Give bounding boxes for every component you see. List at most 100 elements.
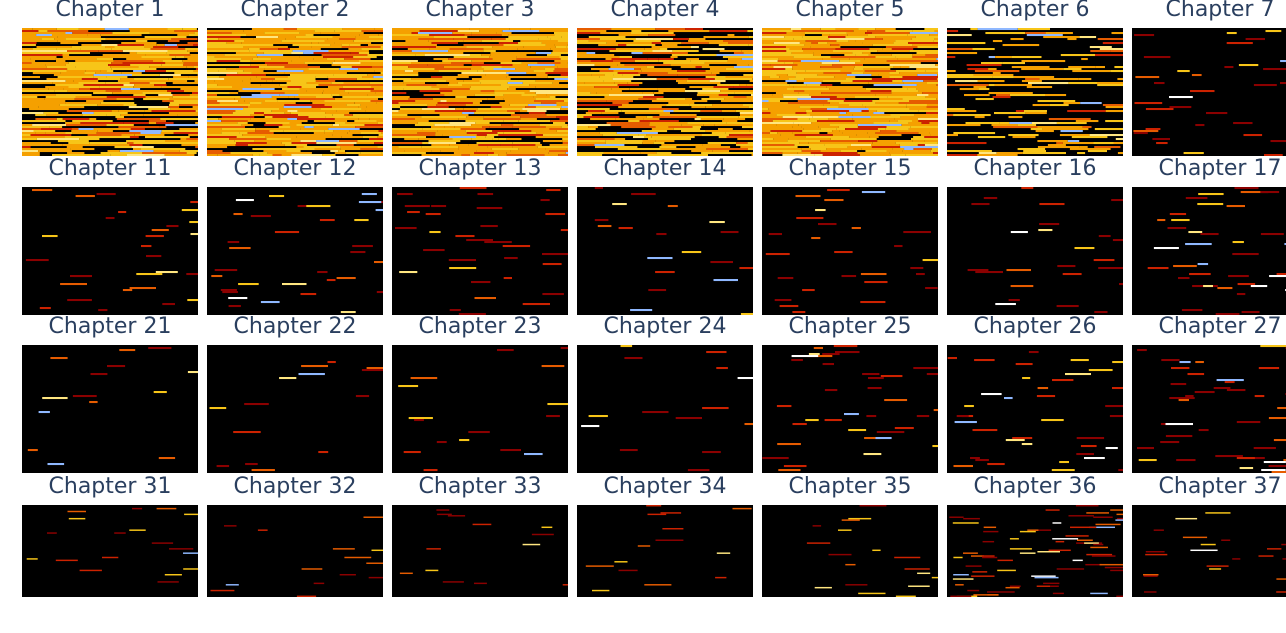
heatmap-cell <box>531 130 557 132</box>
heatmap-cell <box>166 70 194 72</box>
heatmap-cell <box>802 36 828 38</box>
heatmap-cell <box>1237 421 1261 423</box>
heatmap-cell <box>45 86 68 88</box>
heatmap-cell <box>728 60 753 62</box>
heatmap-cell <box>257 76 288 78</box>
heatmap-cell <box>22 68 67 70</box>
heatmap-cell <box>543 134 552 136</box>
heatmap-cell <box>256 98 277 100</box>
heatmap-cell <box>762 88 787 90</box>
heatmap-cell <box>157 44 165 46</box>
heatmap-cell <box>1235 187 1259 189</box>
heatmap-cell <box>784 62 794 64</box>
heatmap-cell <box>392 36 433 38</box>
heatmap-cell <box>56 60 65 62</box>
heatmap-cell <box>1166 423 1194 425</box>
heatmap-cell <box>796 217 823 219</box>
heatmap-cell <box>659 48 667 50</box>
heatmap-cell <box>537 94 547 96</box>
heatmap-cell <box>161 132 174 134</box>
heatmap-cell <box>1227 32 1237 34</box>
heatmap-cell <box>261 78 275 80</box>
heatmap-cell <box>96 58 113 60</box>
heatmap-cell <box>167 52 190 54</box>
chart-panel: Chapter 3 <box>392 0 568 156</box>
heatmap-cell <box>159 457 175 459</box>
heatmap-cell <box>207 70 219 72</box>
heatmap-cell <box>978 88 989 90</box>
heatmap-cell <box>117 118 160 120</box>
heatmap-cell <box>685 90 720 92</box>
heatmap-cell <box>1084 542 1099 543</box>
heatmap-cell <box>909 66 938 68</box>
heatmap-cell <box>165 140 198 142</box>
heatmap-cell <box>709 96 734 98</box>
heatmap-cell <box>422 108 456 110</box>
heatmap-cell <box>547 403 568 405</box>
heatmap-cell <box>858 126 887 128</box>
heatmap-cell <box>809 353 820 355</box>
heatmap-cell <box>1083 126 1092 128</box>
heatmap-cell <box>171 108 198 110</box>
heatmap-cell <box>94 128 131 130</box>
heatmap-cell <box>491 106 502 108</box>
heatmap-cell <box>477 150 511 152</box>
heatmap-cell <box>1027 529 1038 530</box>
heatmap-cell <box>923 76 938 78</box>
heatmap-cell <box>730 62 753 64</box>
heatmap-cell <box>341 136 362 138</box>
heatmap-cell <box>399 271 417 273</box>
heatmap-cell <box>464 34 472 36</box>
heatmap-cell <box>638 134 646 136</box>
heatmap-cell <box>397 193 413 195</box>
heatmap-cell <box>877 110 919 112</box>
heatmap-cell <box>314 52 351 54</box>
heatmap-cell <box>237 72 252 74</box>
heatmap-cell <box>743 74 753 76</box>
heatmap-cell <box>105 82 130 84</box>
heatmap-cell <box>563 140 568 142</box>
heatmap-cell <box>811 152 829 154</box>
heatmap-plot <box>207 505 383 597</box>
heatmap-svg <box>22 345 198 473</box>
heatmap-cell <box>669 126 693 128</box>
heatmap-cell <box>711 72 719 74</box>
heatmap-cell <box>327 76 362 78</box>
heatmap-cell <box>1090 593 1108 594</box>
heatmap-cell <box>333 130 350 132</box>
heatmap-cell <box>909 122 922 124</box>
heatmap-cell <box>70 148 94 150</box>
heatmap-cell <box>520 40 558 42</box>
heatmap-cell <box>910 32 938 34</box>
heatmap-cell <box>762 70 806 72</box>
heatmap-cell <box>1035 577 1059 578</box>
heatmap-cell <box>876 56 896 58</box>
heatmap-cell <box>523 82 553 84</box>
heatmap-cell <box>987 463 1004 465</box>
heatmap-cell <box>702 451 721 453</box>
heatmap-cell <box>973 429 998 431</box>
heatmap-cell <box>970 457 980 459</box>
heatmap-cell <box>594 86 619 88</box>
heatmap-cell <box>392 112 438 114</box>
heatmap-cell <box>292 142 317 144</box>
heatmap-cell <box>392 150 405 152</box>
heatmap-cell <box>706 76 726 78</box>
heatmap-cell <box>860 505 887 506</box>
heatmap-cell <box>472 78 511 80</box>
heatmap-cell <box>792 355 819 357</box>
heatmap-cell <box>830 98 845 100</box>
heatmap-cell <box>151 48 185 50</box>
heatmap-cell <box>31 134 72 136</box>
heatmap-cell <box>61 72 84 74</box>
heatmap-cell <box>873 122 909 124</box>
heatmap-cell <box>392 92 406 94</box>
heatmap-cell <box>424 469 438 471</box>
heatmap-cell <box>150 82 166 84</box>
heatmap-cell <box>464 108 478 110</box>
heatmap-cell <box>1266 30 1282 32</box>
heatmap-cell <box>435 132 467 134</box>
heatmap-cell <box>1110 70 1123 72</box>
heatmap-cell <box>536 106 562 108</box>
heatmap-cell <box>1254 84 1277 86</box>
